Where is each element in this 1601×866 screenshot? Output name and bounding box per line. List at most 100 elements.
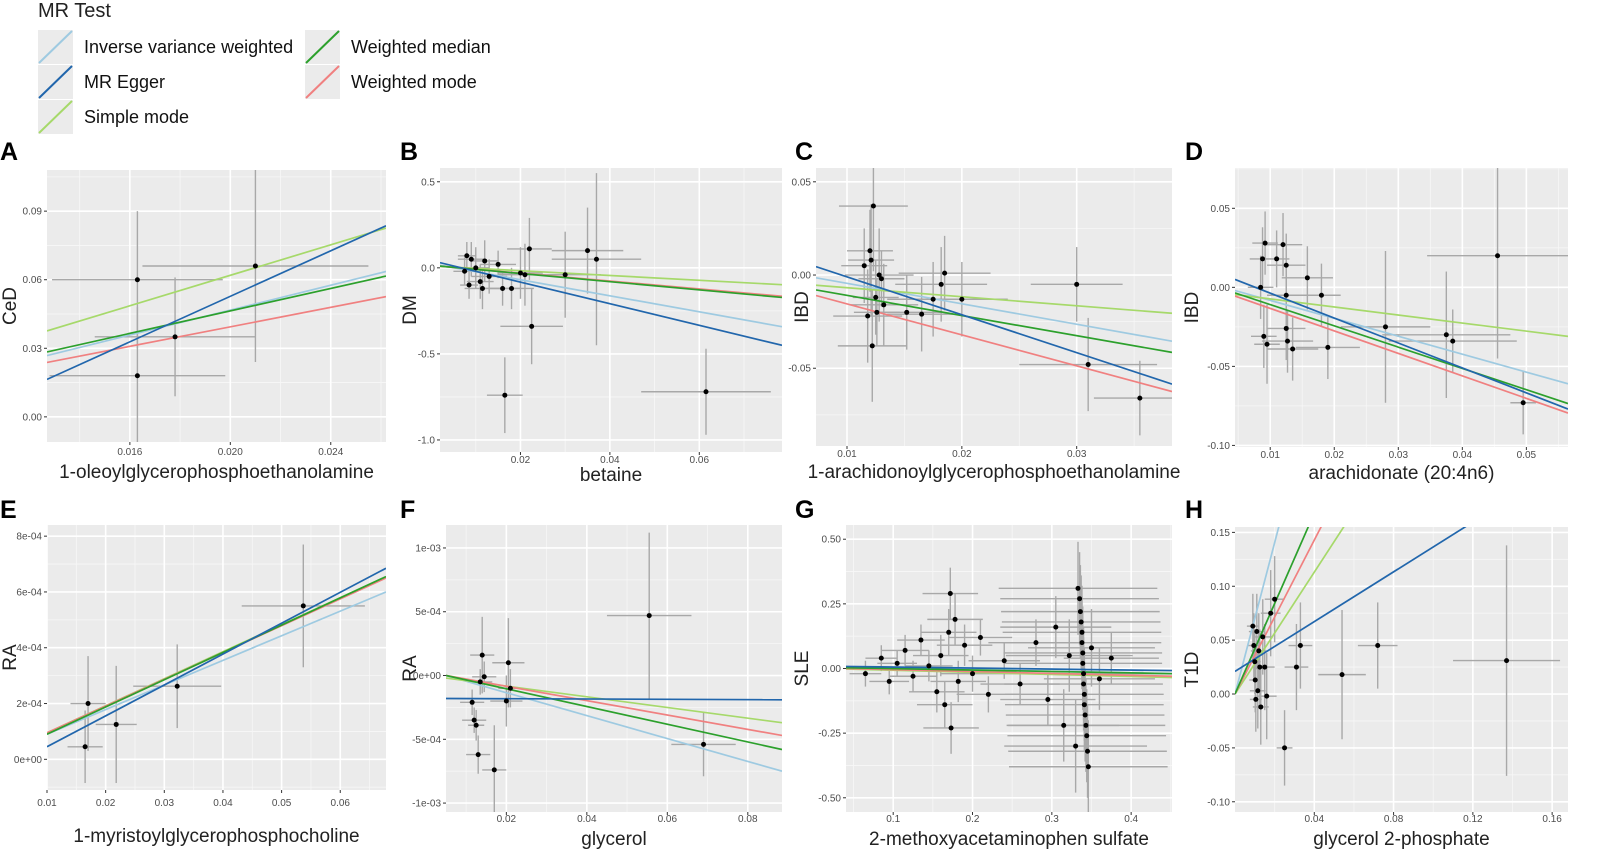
- data-point: [468, 256, 474, 262]
- data-point: [1504, 658, 1510, 664]
- x-axis-title: 2-methoxyacetaminophen sulfate: [869, 829, 1149, 850]
- data-point: [1077, 596, 1083, 602]
- y-tick-label: 0.00: [792, 271, 812, 282]
- y-tick-label: 0.5: [421, 177, 435, 188]
- line-simple: [440, 265, 782, 286]
- data-point: [1339, 672, 1345, 678]
- data-point: [593, 256, 599, 262]
- x-tick-label: 0.04: [1305, 814, 1325, 825]
- data-point: [930, 296, 936, 302]
- data-point: [869, 343, 875, 349]
- line-wmode: [1235, 527, 1322, 695]
- y-tick-label: -0.05: [1207, 743, 1230, 754]
- x-tick-label: 0.1: [886, 814, 900, 825]
- y-tick-label: 8e-04: [16, 532, 42, 543]
- x-tick-label: 0.01: [1260, 450, 1280, 461]
- y-tick-label: 0.05: [792, 177, 812, 188]
- legend-item-egger: MR Egger: [38, 65, 165, 99]
- line-egger: [446, 697, 782, 701]
- data-point: [886, 678, 892, 684]
- data-point: [1081, 702, 1087, 708]
- y-tick-label: 0e+00: [413, 671, 442, 682]
- line-wmedian: [1235, 292, 1568, 405]
- data-point: [1495, 253, 1501, 259]
- y-tick-label: 0.09: [23, 207, 43, 218]
- line-egger: [440, 261, 782, 347]
- x-axis-title: 1-myristoylglycerophosphocholine: [73, 826, 359, 847]
- data-point: [1264, 693, 1270, 699]
- x-tick-label: 0.3: [1045, 814, 1059, 825]
- plot-background: [440, 168, 782, 452]
- y-tick-label: 0.05: [1211, 636, 1231, 647]
- x-tick-label: 0.4: [1124, 814, 1138, 825]
- data-point: [479, 652, 485, 658]
- panel-B: 0.02 0.04 0.06 -1.0 -0.5 0.0 0.5 betaine DM B: [400, 138, 782, 486]
- y-tick-label: 0.15: [1211, 528, 1231, 539]
- legend-item-wmedian: Weighted median: [305, 30, 491, 64]
- x-tick-label: 0.02: [497, 814, 517, 825]
- y-tick-label: 0.00: [23, 412, 43, 423]
- y-axis-title: IBD: [1182, 292, 1203, 324]
- data-point: [1254, 629, 1260, 635]
- data-point: [462, 268, 468, 274]
- data-point: [1293, 664, 1299, 670]
- data-point: [701, 741, 707, 747]
- plot-background: [446, 525, 782, 812]
- y-tick-label: 0.05: [1211, 204, 1231, 215]
- y-tick-label: -5e-04: [412, 735, 441, 746]
- data-point: [495, 261, 501, 267]
- data-point: [1252, 677, 1258, 683]
- x-axis-title: 1-oleoylglycerophosphoethanolamine: [59, 462, 374, 483]
- data-point: [878, 655, 884, 661]
- data-point: [1081, 671, 1087, 677]
- data-point: [479, 285, 485, 291]
- y-tick-label: -0.5: [418, 349, 436, 360]
- mr-lines: [1235, 527, 1467, 695]
- mr-lines: [1235, 278, 1568, 414]
- legend-title: MR Test: [38, 0, 111, 22]
- x-axis-title: betaine: [580, 465, 642, 486]
- mr-lines: [47, 224, 386, 381]
- data-point: [970, 671, 976, 677]
- data-point: [703, 389, 709, 395]
- data-point: [85, 701, 91, 707]
- line-ivw: [1235, 289, 1568, 385]
- x-tick-label: 0.01: [37, 798, 57, 809]
- line-simple: [47, 227, 386, 332]
- data-point: [481, 674, 487, 680]
- line-egger: [1235, 527, 1467, 673]
- data-point: [252, 263, 258, 269]
- line-wmedian: [816, 289, 1172, 354]
- line-egger: [846, 665, 1172, 672]
- panel-letter: G: [795, 496, 814, 524]
- data-point: [938, 281, 944, 287]
- y-axis-title: SLE: [792, 651, 813, 687]
- data-point: [977, 634, 983, 640]
- data-point: [113, 721, 119, 727]
- data-point: [469, 699, 475, 705]
- data-point: [946, 629, 952, 635]
- data-point: [1290, 346, 1296, 352]
- points: [1250, 596, 1510, 751]
- line-ivw: [47, 591, 386, 735]
- mr-lines: [47, 567, 386, 748]
- data-point: [477, 279, 483, 285]
- panel-A: 0.016 0.020 0.024 0.00 0.03 0.06 0.09 1-oleoylg…: [0, 138, 386, 483]
- line-wmedian: [440, 265, 782, 299]
- data-point: [172, 334, 178, 340]
- x-tick-label: 0.02: [1325, 450, 1345, 461]
- data-point: [1053, 624, 1059, 630]
- data-point: [134, 373, 140, 379]
- data-point: [1085, 748, 1091, 754]
- panel-letter: E: [0, 496, 17, 524]
- x-tick-label: 0.04: [577, 814, 597, 825]
- plot-background: [1235, 168, 1568, 447]
- line-egger: [1235, 278, 1568, 410]
- y-tick-label: -1.0: [418, 435, 436, 446]
- data-point: [502, 392, 508, 398]
- legend-label-wmedian: Weighted median: [351, 37, 491, 57]
- data-point: [1256, 648, 1262, 654]
- data-point: [862, 671, 868, 677]
- points: [1258, 240, 1526, 406]
- data-point: [1096, 676, 1102, 682]
